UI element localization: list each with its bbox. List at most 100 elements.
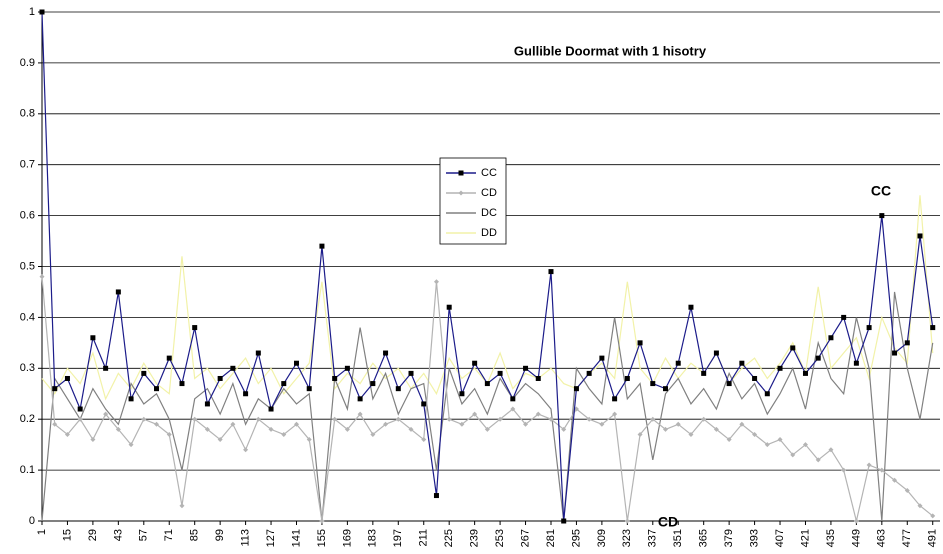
point [586, 370, 592, 376]
point [675, 360, 681, 366]
point [523, 421, 529, 427]
x-tick-label: 211 [418, 529, 430, 547]
point [548, 269, 554, 275]
point [103, 365, 109, 371]
point [459, 421, 465, 427]
y-tick-label: 0.1 [20, 464, 35, 476]
point [230, 421, 236, 427]
point [535, 411, 541, 417]
point [815, 457, 821, 463]
y-tick-label: 0.6 [20, 210, 35, 222]
point [255, 350, 261, 356]
point [332, 375, 338, 381]
point [293, 360, 299, 366]
point [421, 437, 427, 443]
annotation: CD [658, 514, 678, 530]
point [713, 350, 719, 356]
point [688, 431, 694, 437]
point [650, 416, 656, 422]
point [917, 503, 923, 509]
point [52, 421, 58, 427]
point [637, 431, 643, 437]
chart-title: Gullible Doormat with 1 hisotry [514, 43, 707, 58]
point [217, 437, 223, 443]
point [217, 375, 223, 381]
x-tick-label: 421 [799, 529, 811, 547]
point [892, 350, 898, 356]
point [472, 411, 478, 417]
point [166, 355, 172, 361]
point [853, 360, 859, 366]
x-tick-label: 337 [647, 529, 659, 547]
point [179, 381, 185, 387]
legend-label: CC [481, 167, 497, 179]
point [561, 518, 567, 524]
y-tick-label: 0 [29, 515, 35, 527]
point [281, 381, 287, 387]
point [523, 365, 529, 371]
y-tick-label: 0.7 [20, 159, 35, 171]
point [624, 518, 630, 524]
point [77, 416, 83, 422]
x-tick-label: 127 [265, 529, 277, 547]
point [64, 375, 70, 381]
legend-label: DC [481, 207, 497, 219]
series-line [41, 291, 934, 522]
x-tick-label: 239 [469, 529, 481, 547]
point [764, 442, 770, 448]
point [828, 335, 834, 341]
point [243, 447, 249, 453]
point [52, 386, 58, 392]
x-tick-label: 491 [927, 529, 939, 547]
point [230, 365, 236, 371]
x-tick-label: 309 [596, 529, 608, 547]
point [764, 391, 770, 397]
x-tick-label: 99 [214, 529, 226, 541]
x-tick-label: 141 [290, 529, 302, 547]
point [599, 421, 605, 427]
point [39, 9, 45, 15]
point [204, 401, 210, 407]
point [790, 452, 796, 458]
x-tick-label: 57 [138, 529, 150, 541]
point [383, 421, 389, 427]
x-tick-label: 15 [61, 529, 73, 541]
x-tick-label: 155 [316, 529, 328, 547]
point [357, 396, 363, 402]
point [306, 437, 312, 443]
annotation: CC [871, 183, 891, 199]
x-tick-label: 351 [672, 529, 684, 547]
point [561, 426, 567, 432]
x-tick-label: 407 [774, 529, 786, 547]
point [802, 442, 808, 448]
x-tick-label: 463 [876, 529, 888, 547]
x-tick-label: 323 [621, 529, 633, 547]
point [141, 416, 147, 422]
point [573, 386, 579, 392]
point [306, 386, 312, 392]
legend-label: CD [481, 187, 497, 199]
x-tick-label: 365 [698, 529, 710, 547]
point [459, 391, 465, 397]
point [713, 426, 719, 432]
point [344, 426, 350, 432]
point [841, 314, 847, 320]
x-tick-label: 295 [570, 529, 582, 547]
point [115, 426, 121, 432]
legend-marker [458, 190, 464, 196]
point [268, 426, 274, 432]
x-tick-label: 225 [443, 529, 455, 547]
point [446, 416, 452, 422]
point [663, 386, 669, 392]
point [624, 375, 630, 381]
y-tick-label: 0.5 [20, 260, 35, 272]
point [154, 386, 160, 392]
point [293, 421, 299, 427]
point [497, 370, 503, 376]
point [777, 365, 783, 371]
point [319, 243, 325, 249]
point [484, 381, 490, 387]
x-tick-label: 183 [367, 529, 379, 547]
x-tick-label: 85 [189, 529, 201, 541]
point [39, 274, 45, 280]
